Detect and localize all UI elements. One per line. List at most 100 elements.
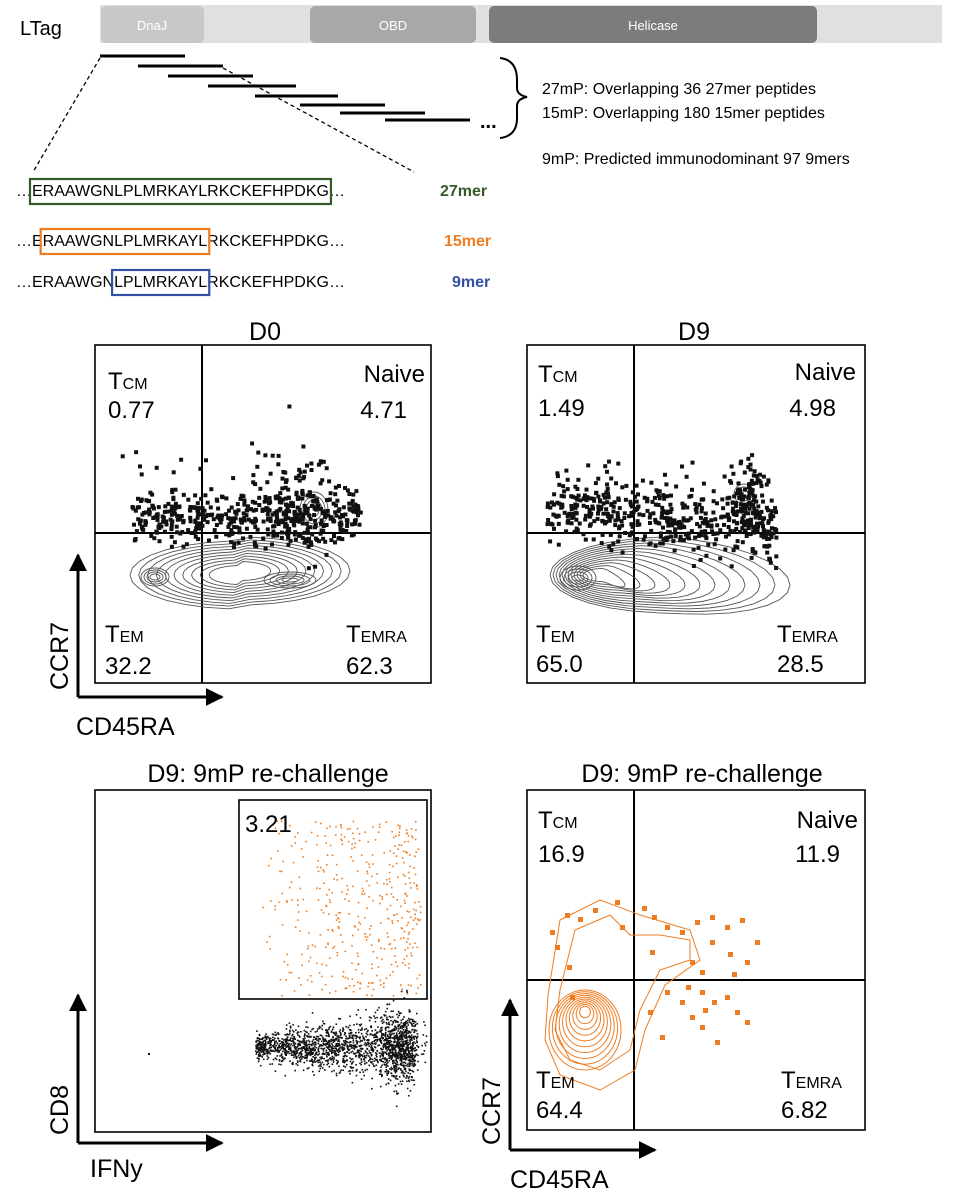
- event-dot: [352, 832, 354, 835]
- svg-text:TEM: TEM: [536, 1067, 575, 1094]
- event-dot: [399, 984, 402, 986]
- event-dot: [397, 1024, 399, 1027]
- event-dot: [574, 517, 579, 522]
- event-dot: [304, 1041, 306, 1043]
- event-dot: [260, 507, 265, 512]
- event-dot: [392, 1052, 395, 1054]
- event-dot: [416, 1037, 418, 1040]
- event-dot: [294, 1038, 296, 1040]
- event-dot: [363, 1039, 366, 1041]
- event-dot: [171, 497, 176, 502]
- event-dot: [364, 1063, 366, 1065]
- event-dot: [305, 463, 309, 468]
- event-dot: [346, 828, 349, 830]
- event-dot: [306, 525, 311, 530]
- event-dot: [774, 535, 779, 540]
- event-dot: [374, 1057, 376, 1060]
- event-dot: [759, 509, 764, 514]
- event-dot: [198, 512, 203, 517]
- event-dot: [257, 1042, 259, 1045]
- event-dot: [350, 1031, 353, 1034]
- event-dot: [395, 1045, 398, 1047]
- d0-temra-label: T: [346, 621, 361, 648]
- event-dot: [360, 1058, 362, 1060]
- event-dot: [262, 1044, 265, 1047]
- event-dot: [633, 494, 637, 499]
- event-dot: [138, 519, 143, 524]
- event-dot: [357, 955, 359, 958]
- event-dot: [555, 474, 560, 479]
- event-dot: [303, 1042, 305, 1044]
- event-dot: [768, 557, 772, 562]
- event-dot: [253, 525, 258, 529]
- event-dot: [293, 537, 298, 542]
- event-dot: [366, 870, 368, 873]
- event-dot: [157, 539, 162, 544]
- event-dot: [226, 532, 231, 537]
- event-dot: [365, 1008, 367, 1011]
- event-dot: [278, 1063, 280, 1066]
- event-dot: [239, 519, 244, 524]
- event-dot: [269, 1037, 272, 1040]
- event-dot: [372, 981, 374, 984]
- event-dot: [325, 1059, 327, 1062]
- event-dot: [335, 1039, 338, 1041]
- event-dot: [362, 1071, 365, 1073]
- event-dot: [289, 1044, 292, 1047]
- event-dot: [313, 1036, 316, 1039]
- event-dot: [338, 911, 340, 914]
- event-dot: [354, 926, 356, 928]
- event-dot: [231, 476, 236, 481]
- event-dot: [694, 505, 699, 510]
- event-dot: [261, 1043, 264, 1046]
- event-dot: [357, 1055, 360, 1057]
- event-dot: [376, 956, 378, 959]
- event-dot: [392, 1060, 394, 1063]
- event-dot: [370, 1017, 372, 1019]
- event-dot: [356, 1043, 358, 1045]
- event-dot: [320, 1034, 323, 1037]
- event-dot: [699, 506, 704, 511]
- event-dot: [344, 1052, 346, 1054]
- event-dot: [284, 1034, 286, 1036]
- event-dot: [406, 910, 409, 913]
- event-dot: [320, 1040, 323, 1043]
- event-dot: [297, 478, 302, 483]
- event-dot: [323, 539, 328, 544]
- event-dot: [362, 1037, 365, 1040]
- event-dot: [407, 1059, 410, 1062]
- event-dot: [379, 1039, 382, 1041]
- event-dot: [383, 1044, 386, 1047]
- event-dot: [408, 1065, 411, 1067]
- event-dot: [371, 1061, 373, 1063]
- event-dot: [263, 1046, 266, 1049]
- event-dot: [388, 1023, 390, 1025]
- event-dot: [302, 530, 307, 535]
- event-dot: [254, 507, 259, 512]
- event-dot: [355, 1070, 358, 1072]
- event-dot: [385, 821, 387, 823]
- event-dot: [302, 1069, 305, 1071]
- event-dot: [602, 495, 607, 500]
- event-dot: [155, 512, 160, 517]
- event-dot: [414, 913, 416, 916]
- event-dot: [761, 499, 765, 504]
- event-dot: [410, 952, 412, 955]
- event-dot: [285, 1043, 288, 1045]
- event-dot: [374, 1034, 377, 1036]
- event-dot: [366, 994, 368, 996]
- event-dot: [400, 1069, 402, 1071]
- event-dot: [139, 499, 143, 503]
- event-dot: [358, 1023, 361, 1026]
- event-dot: [289, 1027, 292, 1029]
- event-dot: [383, 1063, 386, 1066]
- event-dot: [368, 863, 370, 865]
- panel-rechallenge: D9: 9mP re-challenge TCM 16.9 Naive 11.9…: [478, 760, 866, 1194]
- event-dot: [710, 529, 715, 534]
- event-dot: [260, 1055, 262, 1057]
- event-dot: [332, 1061, 335, 1063]
- event-dot: [331, 1063, 334, 1066]
- event-dot: [703, 517, 708, 521]
- event-dot: [400, 1071, 403, 1074]
- event-dot: [403, 1054, 405, 1057]
